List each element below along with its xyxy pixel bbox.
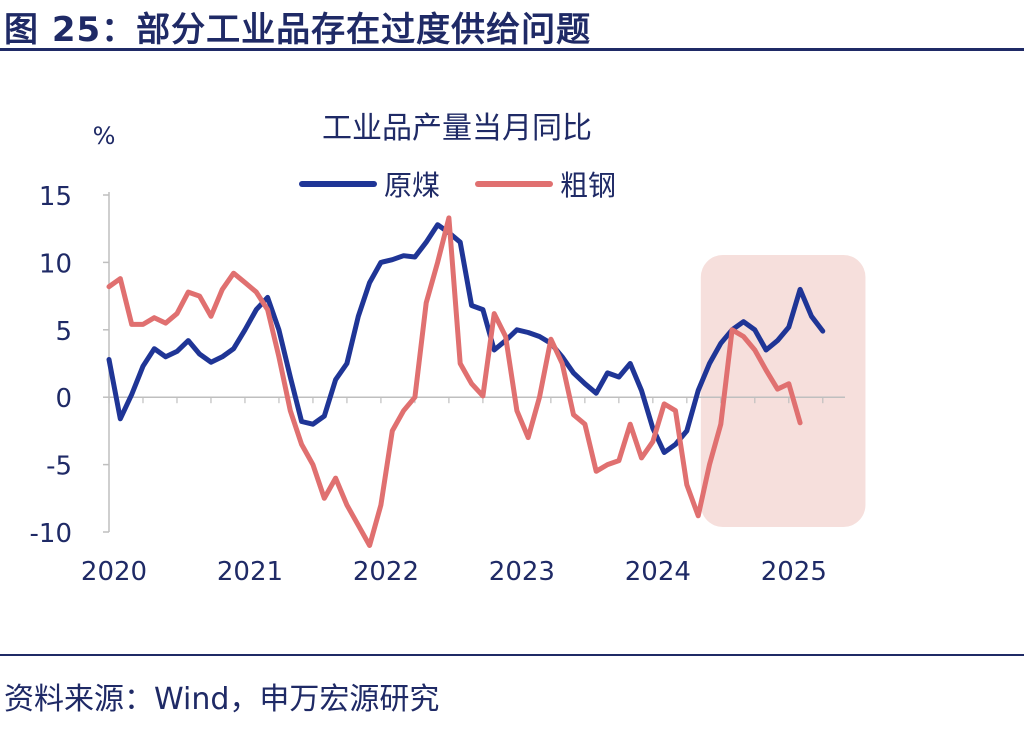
- y-tick-label: -10: [30, 519, 72, 549]
- x-tick-label-year: 2024: [625, 557, 691, 587]
- source-note: 资料来源：Wind，申万宏源研究: [4, 682, 440, 717]
- y-tick-label: -5: [46, 452, 72, 482]
- y-tick-label: 15: [39, 182, 72, 212]
- chart-title: 工业品产量当月同比: [322, 111, 592, 146]
- legend-label-coal: 原煤: [384, 169, 440, 202]
- series-line-steel: [106, 215, 803, 548]
- y-tick-label: 10: [39, 249, 72, 279]
- figure-title: 图 25：部分工业品存在过度供给问题: [4, 10, 592, 50]
- x-tick-label-year: 2023: [489, 557, 555, 587]
- series-line-coal: [106, 222, 826, 455]
- bottom-rule: [0, 654, 1024, 656]
- legend: 原煤 粗钢: [299, 169, 616, 202]
- x-tick-label-year: 2020: [81, 557, 147, 587]
- top-rule: [0, 48, 1024, 51]
- x-tick-label-year: 2025: [761, 557, 827, 587]
- y-tick-label: 5: [55, 317, 72, 347]
- legend-label-steel: 粗钢: [560, 169, 616, 202]
- x-tick-label-year: 2022: [353, 557, 419, 587]
- y-tick-label: 0: [55, 384, 72, 414]
- x-tick-label-year: 2021: [217, 557, 283, 587]
- y-axis-unit: %: [93, 122, 116, 150]
